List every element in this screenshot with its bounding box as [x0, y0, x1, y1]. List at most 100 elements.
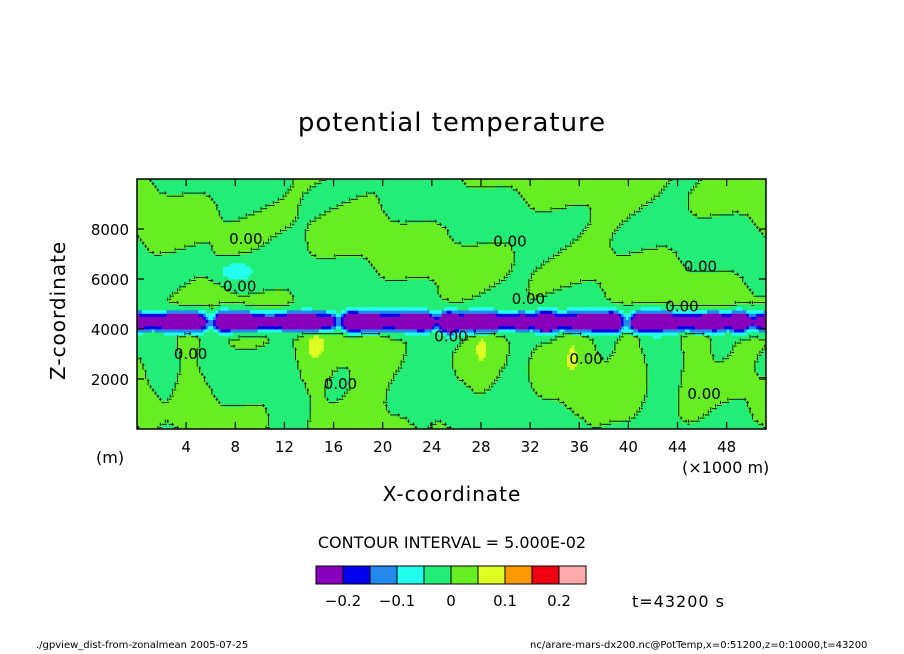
field-cell	[313, 369, 317, 374]
field-cell	[625, 344, 629, 349]
field-cell	[643, 375, 647, 380]
field-cell	[483, 382, 487, 386]
field-cell	[719, 375, 723, 380]
field-cell	[316, 357, 320, 361]
field-cell	[193, 369, 197, 374]
field-cell	[500, 338, 504, 342]
field-cell	[195, 366, 199, 371]
field-cell	[316, 329, 320, 333]
field-cell	[316, 375, 320, 380]
field-cell	[399, 322, 403, 327]
field-cell	[704, 347, 708, 352]
field-cell	[753, 400, 757, 405]
field-cell	[235, 344, 239, 349]
field-cell	[630, 375, 634, 380]
field-cell	[195, 425, 199, 429]
field-cell	[380, 416, 384, 421]
field-cell	[193, 397, 197, 402]
field-cell	[193, 410, 197, 414]
field-cell	[375, 366, 379, 371]
field-cell	[746, 388, 750, 392]
field-cell	[311, 407, 315, 411]
field-cell	[709, 400, 713, 405]
field-cell	[621, 394, 624, 399]
field-cell	[468, 319, 472, 324]
field-cell	[173, 416, 177, 421]
field-cell	[657, 332, 661, 336]
field-cell	[571, 404, 575, 408]
field-cell	[417, 325, 420, 330]
field-cell	[321, 366, 325, 371]
field-cell	[146, 410, 150, 414]
field-cell	[372, 385, 376, 389]
field-cell	[141, 382, 145, 386]
field-cell	[751, 341, 755, 346]
field-cell	[220, 332, 224, 336]
field-cell	[628, 322, 632, 327]
field-cell	[394, 347, 398, 352]
field-cell	[404, 325, 408, 330]
field-cell	[242, 341, 246, 346]
field-cell	[213, 410, 217, 414]
field-cell	[139, 400, 143, 405]
field-cell	[505, 341, 509, 346]
field-cell	[360, 416, 364, 421]
field-cell	[756, 394, 760, 399]
field-cell	[466, 344, 470, 349]
field-cell	[250, 410, 253, 414]
field-cell	[702, 394, 705, 399]
field-cell	[372, 319, 376, 324]
field-cell	[230, 425, 234, 429]
field-cell	[473, 385, 477, 389]
field-cell	[544, 344, 548, 349]
field-cell	[512, 325, 516, 330]
field-cell	[621, 354, 624, 358]
field-cell	[191, 416, 194, 421]
field-cell	[188, 322, 192, 327]
field-cell	[721, 372, 725, 377]
field-cell	[687, 413, 691, 417]
field-cell	[328, 329, 332, 333]
field-cell	[694, 344, 698, 349]
field-cell	[154, 394, 158, 399]
field-cell	[684, 413, 688, 417]
field-cell	[183, 338, 187, 342]
field-cell	[195, 319, 199, 324]
field-cell	[215, 425, 219, 429]
field-cell	[186, 404, 189, 408]
field-cell	[756, 404, 760, 408]
field-cell	[603, 397, 607, 402]
field-cell	[159, 413, 162, 417]
field-cell	[390, 350, 393, 355]
field-cell	[591, 369, 595, 374]
field-cell	[166, 325, 170, 330]
field-cell	[488, 354, 492, 358]
field-cell	[466, 363, 470, 367]
field-cell	[652, 322, 656, 327]
field-cell	[193, 407, 197, 411]
field-cell	[328, 413, 332, 417]
field-cell	[535, 354, 538, 358]
field-cell	[365, 372, 369, 377]
field-cell	[198, 400, 202, 405]
field-cell	[709, 366, 713, 371]
field-cell	[743, 391, 747, 396]
field-cell	[763, 397, 766, 402]
field-cell	[355, 322, 359, 327]
field-cell	[340, 410, 344, 414]
field-cell	[586, 357, 590, 361]
field-cell	[532, 363, 536, 367]
field-cell	[321, 400, 325, 405]
field-cell	[392, 369, 396, 374]
field-cell	[522, 325, 526, 330]
field-cell	[535, 369, 538, 374]
field-cell	[606, 325, 610, 330]
field-cell	[191, 410, 194, 414]
field-cell	[638, 360, 642, 364]
field-cell	[183, 344, 187, 349]
field-cell	[606, 407, 610, 411]
field-cell	[704, 372, 708, 377]
field-cell	[525, 329, 529, 333]
field-cell	[404, 422, 408, 427]
field-cell	[687, 341, 691, 346]
